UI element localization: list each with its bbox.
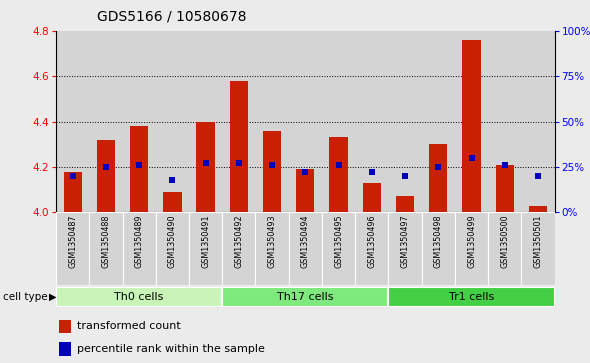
Text: GSM1350494: GSM1350494	[301, 215, 310, 268]
Bar	[296, 169, 314, 212]
Text: GSM1350488: GSM1350488	[101, 215, 110, 268]
Bar	[189, 31, 222, 212]
Bar	[388, 31, 422, 212]
Text: Th0 cells: Th0 cells	[114, 292, 164, 302]
Bar	[189, 212, 222, 285]
Text: Th17 cells: Th17 cells	[277, 292, 333, 302]
Bar	[123, 212, 156, 285]
Bar	[396, 196, 414, 212]
Text: GSM1350498: GSM1350498	[434, 215, 442, 268]
Bar	[322, 212, 355, 285]
Text: GSM1350490: GSM1350490	[168, 215, 177, 268]
Bar	[455, 31, 488, 212]
Text: GSM1350493: GSM1350493	[268, 215, 277, 268]
Bar	[522, 31, 555, 212]
Text: GSM1350497: GSM1350497	[401, 215, 409, 268]
Bar	[230, 81, 248, 212]
Bar	[488, 31, 522, 212]
Bar	[156, 212, 189, 285]
Text: GDS5166 / 10580678: GDS5166 / 10580678	[97, 9, 247, 23]
Bar	[488, 212, 522, 285]
Bar	[156, 31, 189, 212]
Bar	[422, 31, 455, 212]
Bar	[529, 205, 547, 212]
Bar	[289, 31, 322, 212]
Bar	[56, 31, 89, 212]
Text: GSM1350496: GSM1350496	[368, 215, 376, 268]
Bar	[263, 131, 281, 212]
Bar	[89, 212, 123, 285]
Bar	[455, 212, 488, 285]
Bar	[56, 212, 89, 285]
Text: Tr1 cells: Tr1 cells	[449, 292, 494, 302]
Bar	[222, 287, 388, 307]
Bar	[255, 31, 289, 212]
Text: GSM1350495: GSM1350495	[334, 215, 343, 268]
Bar	[289, 212, 322, 285]
Bar	[97, 140, 115, 212]
Bar	[255, 212, 289, 285]
Bar	[163, 192, 182, 212]
Bar	[388, 287, 555, 307]
Text: GSM1350499: GSM1350499	[467, 215, 476, 268]
Bar	[196, 122, 215, 212]
Bar	[130, 126, 148, 212]
Bar	[388, 212, 422, 285]
Bar	[329, 138, 348, 212]
Bar	[59, 342, 71, 355]
Bar	[56, 287, 222, 307]
Text: GSM1350501: GSM1350501	[533, 215, 542, 268]
Bar	[89, 31, 123, 212]
Text: GSM1350491: GSM1350491	[201, 215, 210, 268]
Text: GSM1350489: GSM1350489	[135, 215, 143, 268]
Text: ▶: ▶	[49, 292, 57, 302]
Bar	[496, 165, 514, 212]
Bar	[322, 31, 355, 212]
Text: GSM1350492: GSM1350492	[234, 215, 243, 268]
Bar	[522, 212, 555, 285]
Bar	[59, 320, 71, 333]
Bar	[463, 40, 481, 212]
Bar	[355, 212, 388, 285]
Bar	[222, 212, 255, 285]
Text: transformed count: transformed count	[77, 321, 181, 331]
Bar	[123, 31, 156, 212]
Bar	[222, 31, 255, 212]
Bar	[64, 172, 82, 212]
Bar	[422, 212, 455, 285]
Text: GSM1350487: GSM1350487	[68, 215, 77, 268]
Bar	[429, 144, 447, 212]
Bar	[363, 183, 381, 212]
Text: cell type: cell type	[3, 292, 48, 302]
Text: GSM1350500: GSM1350500	[500, 215, 509, 268]
Text: percentile rank within the sample: percentile rank within the sample	[77, 344, 265, 354]
Bar	[355, 31, 388, 212]
